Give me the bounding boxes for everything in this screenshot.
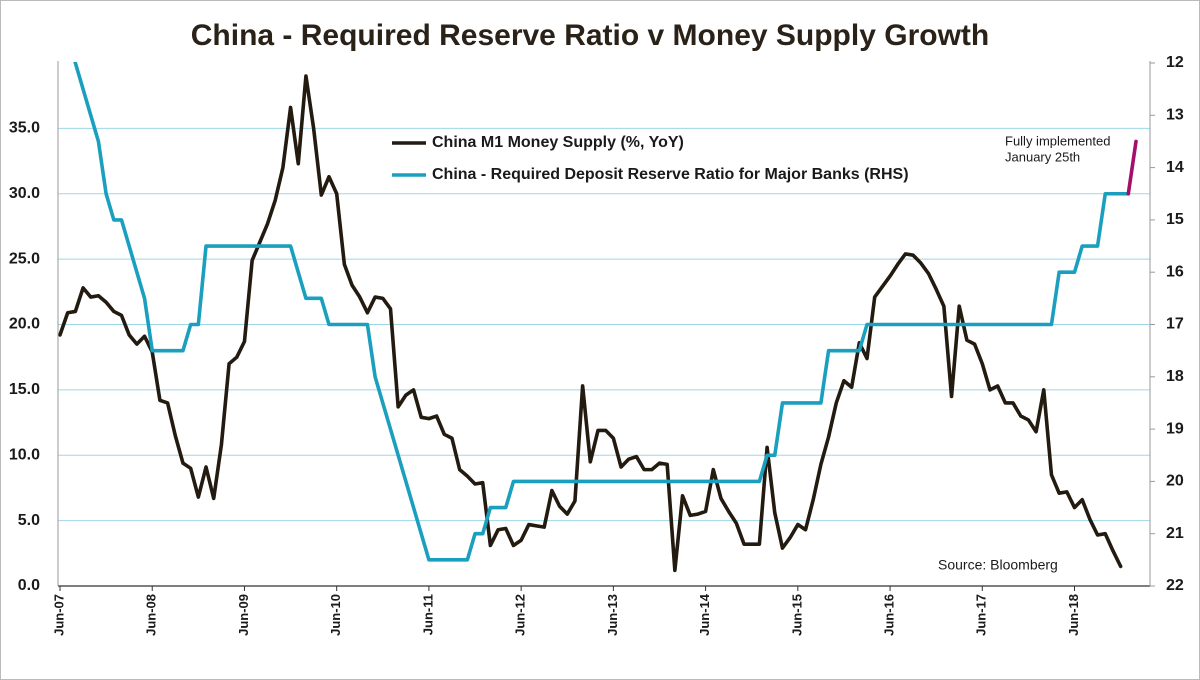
source-note: Source: Bloomberg	[938, 557, 1058, 573]
y2-tick-label: 14	[1166, 159, 1184, 176]
grid	[58, 127, 1150, 522]
y-tick-label: 5.0	[18, 512, 40, 529]
x-tick-label: Jun-11	[420, 594, 435, 635]
x-tick-label: Jun-08	[144, 594, 159, 636]
x-tick-label: Jun-10	[328, 594, 343, 636]
y-tick-label: 15.0	[9, 381, 40, 398]
y2-tick-label: 17	[1166, 316, 1184, 333]
y-tick-label: 25.0	[9, 250, 40, 267]
x-tick-label: Jun-07	[51, 594, 66, 636]
y-tick-label: 35.0	[9, 120, 40, 137]
legend-label: China M1 Money Supply (%, YoY)	[432, 134, 684, 151]
y2-tick-label: 21	[1166, 525, 1184, 542]
plot-lines	[58, 62, 1138, 573]
x-tick-label: Jun-13	[605, 594, 620, 636]
y-tick-label: 0.0	[18, 577, 40, 594]
series-line	[1126, 139, 1138, 196]
y2-tick-label: 15	[1166, 211, 1184, 228]
x-tick-label: Jun-14	[697, 593, 712, 636]
chart-title: China - Required Reserve Ratio v Money S…	[191, 19, 989, 52]
x-tick-label: Jun-15	[789, 594, 804, 636]
y2-tick-label: 20	[1166, 473, 1184, 490]
x-tick-label: Jun-16	[881, 594, 896, 636]
x-tick-label: Jun-18	[1066, 594, 1081, 636]
annotation: January 25th	[1005, 149, 1080, 164]
x-tick-label: Jun-12	[513, 594, 528, 636]
y-tick-label: 30.0	[9, 185, 40, 202]
y-tick-label: 10.0	[9, 446, 40, 463]
x-tick-label: Jun-09	[236, 594, 251, 636]
y-tick-label: 20.0	[9, 316, 40, 333]
axes: 0.0 5.0 10.0 15.0 20.0 25.0 30.0 35.0 12 13 14 15 16…	[9, 54, 1184, 636]
y2-tick-label: 16	[1166, 263, 1184, 280]
annotation: Fully implemented	[1005, 133, 1111, 148]
legend-label: China - Required Deposit Reserve Ratio f…	[432, 166, 909, 183]
series-line	[58, 74, 1123, 573]
x-tick-label: Jun-17	[974, 594, 989, 636]
y2-tick-label: 12	[1166, 54, 1184, 71]
y2-tick-label: 19	[1166, 420, 1184, 437]
y2-tick-label: 13	[1166, 107, 1184, 124]
series-line	[73, 62, 1131, 562]
y2-tick-label: 18	[1166, 368, 1184, 385]
y2-tick-label: 22	[1166, 577, 1184, 594]
